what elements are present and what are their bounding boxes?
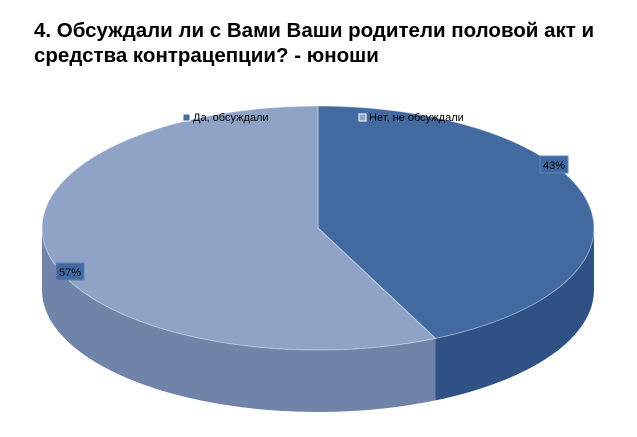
legend-label-1: Нет, не обсуждали xyxy=(369,112,464,124)
pie-slice-0 xyxy=(317,105,595,339)
legend-swatch-1 xyxy=(358,113,367,122)
pie-slice-1 xyxy=(41,105,437,351)
data-label-1: 57% xyxy=(59,267,81,279)
chart-title: 4. Обсуждали ли с Вами Ваши родители пол… xyxy=(34,19,595,67)
data-label-box-0 xyxy=(539,155,569,174)
pie-side-1 xyxy=(42,228,436,412)
legend-swatch-0 xyxy=(182,113,191,122)
pie-side-0 xyxy=(435,228,594,401)
legend-label-0: Да, обсуждали xyxy=(193,112,269,124)
data-label-box-1 xyxy=(55,262,85,281)
data-label-0: 43% xyxy=(543,160,565,172)
